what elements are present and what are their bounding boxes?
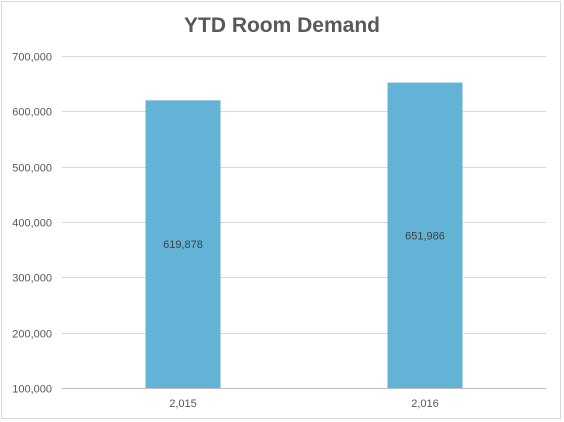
data-label: 651,986 — [405, 230, 445, 242]
y-tick-label: 100,000 — [12, 384, 52, 396]
chart-title: YTD Room Demand — [183, 14, 380, 37]
y-tick-label: 500,000 — [12, 163, 52, 175]
y-tick-label: 700,000 — [12, 52, 52, 64]
y-tick-label: 600,000 — [12, 107, 52, 119]
x-tick-label: 2,016 — [411, 398, 439, 410]
data-label: 619,878 — [163, 239, 203, 251]
bar — [387, 82, 463, 388]
x-tick-label: 2,015 — [169, 398, 197, 410]
y-tick-label: 200,000 — [12, 329, 52, 341]
y-tick-label: 300,000 — [12, 273, 52, 285]
y-tick-label: 400,000 — [12, 218, 52, 230]
bar — [145, 100, 221, 389]
